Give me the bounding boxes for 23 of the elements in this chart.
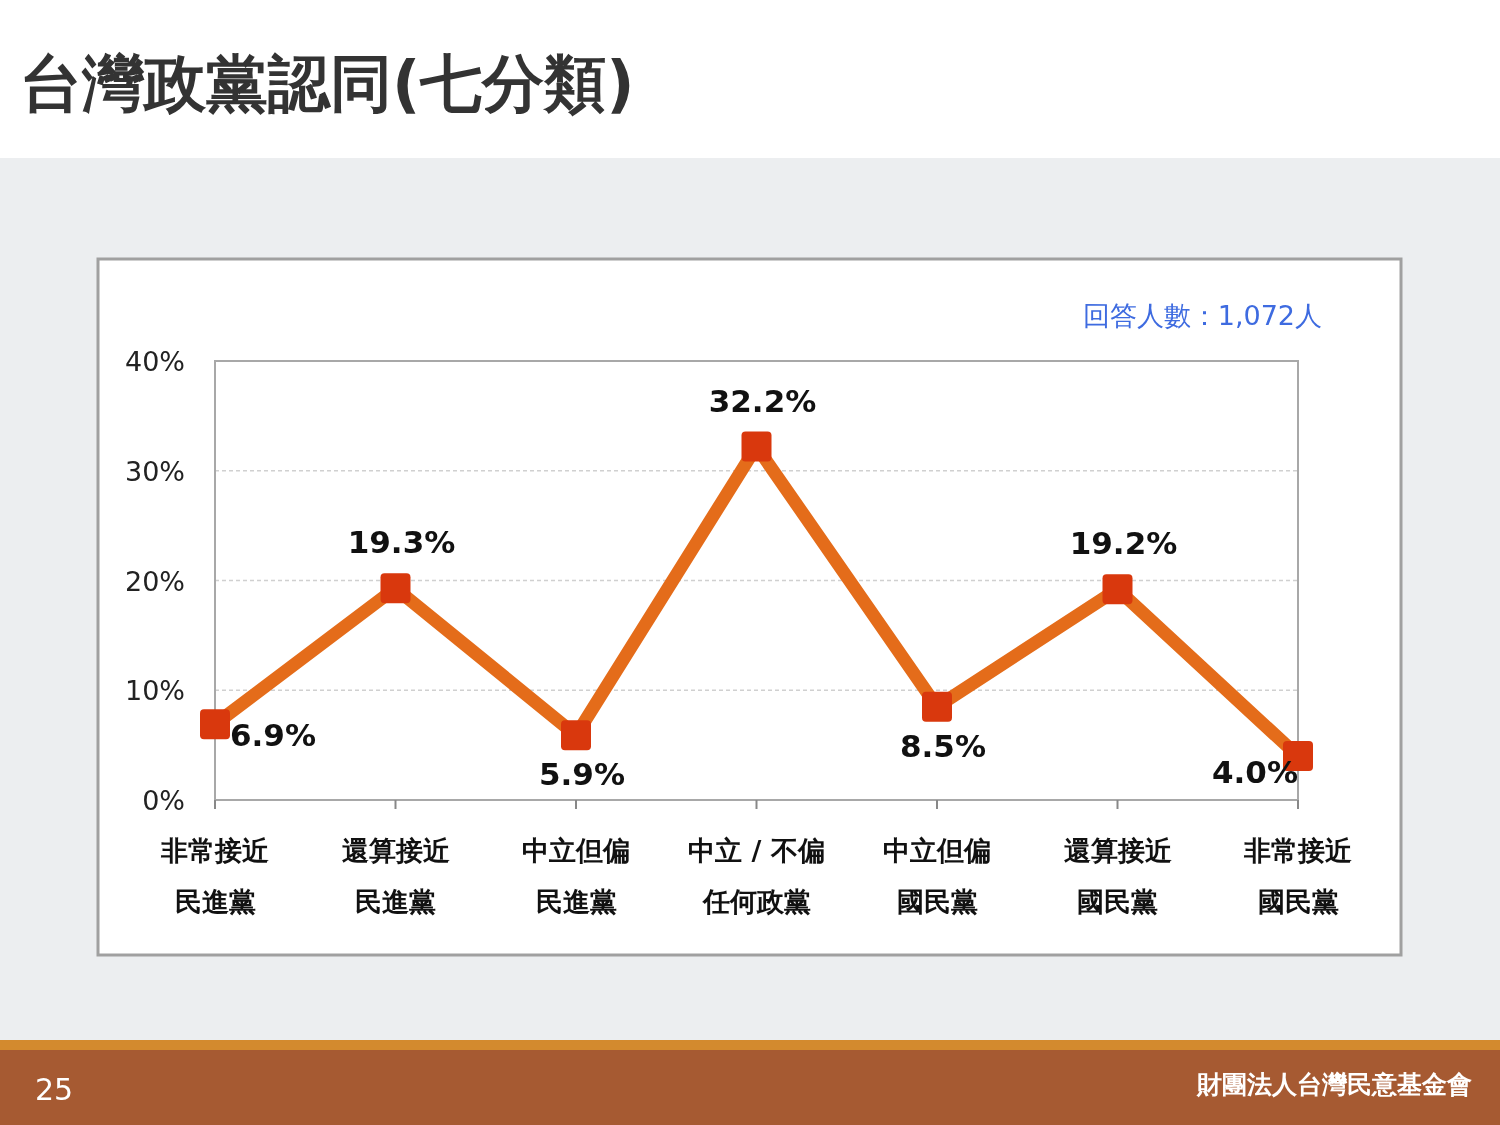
y-tick-label: 0%: [142, 785, 185, 816]
data-label: 8.5%: [900, 727, 986, 764]
y-tick-label: 20%: [124, 565, 185, 597]
text: 25: [35, 1072, 74, 1107]
chart-title: 台灣政黨認同(七分類): [20, 47, 635, 120]
y-tick-label: 10%: [124, 675, 185, 707]
data-label: 19.3%: [347, 524, 456, 561]
x-tick-label: 還算接近民進黨: [341, 835, 450, 917]
data-label: 6.9%: [230, 717, 316, 754]
y-tick-label: 30%: [124, 455, 185, 487]
x-tick-label: 中立 / 不偏任何政黨: [688, 835, 825, 917]
text: 財團法人台灣民意基金會: [1196, 1070, 1472, 1099]
x-tick-label: 還算接近國民黨: [1063, 835, 1172, 917]
data-label: 19.2%: [1069, 525, 1178, 562]
text: 回答人數：1,072人: [1082, 300, 1322, 331]
x-tick-label: 非常接近民進黨: [160, 835, 269, 917]
data-label: 32.2%: [708, 382, 817, 419]
x-tick-label: 中立但偏民進黨: [522, 835, 630, 917]
data-label: 5.9%: [539, 756, 625, 793]
x-tick-label: 非常接近國民黨: [1243, 835, 1352, 917]
x-tick-label: 中立但偏國民黨: [883, 835, 991, 917]
y-tick-label: 40%: [124, 346, 185, 377]
data-label: 4.0%: [1212, 754, 1298, 791]
